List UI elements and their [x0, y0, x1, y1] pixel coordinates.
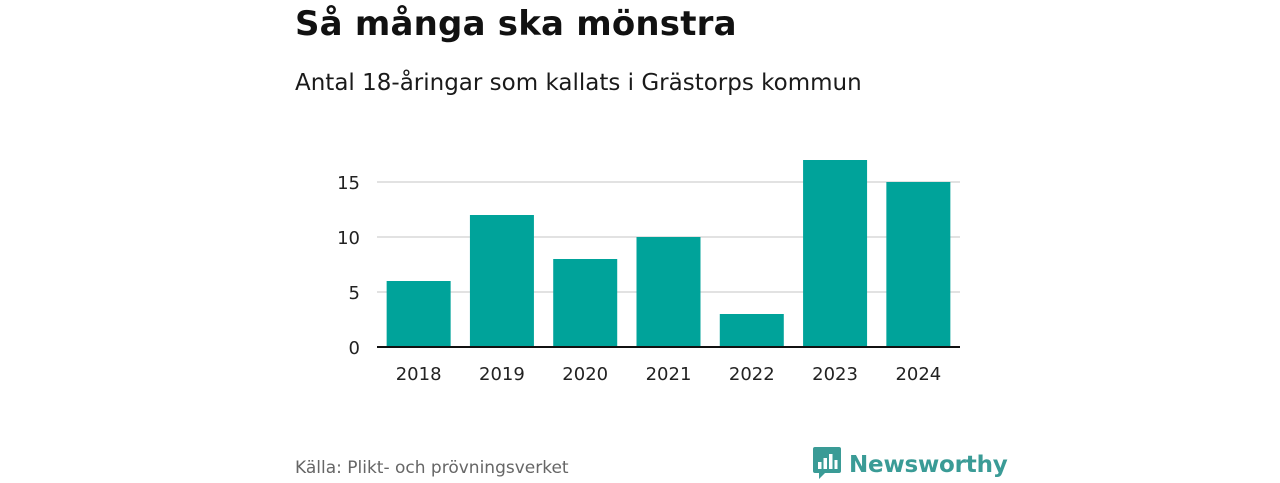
bar-2023: [803, 160, 868, 347]
bar-chart-speech-icon: [813, 447, 841, 483]
y-tick-label: 15: [337, 173, 360, 194]
bar-2019: [469, 215, 534, 347]
brand-name: Newsworthy: [849, 452, 1008, 478]
y-tick-label: 5: [349, 283, 360, 304]
bar-2024: [886, 182, 951, 347]
x-tick-label: 2022: [729, 364, 775, 385]
bar-2021: [636, 237, 701, 347]
source-note: Källa: Plikt- och prövningsverket: [295, 458, 569, 478]
x-tick-label: 2018: [396, 364, 442, 385]
axes: 0 5 10 15 2018 2019 2020 2021 2022 2023 2024: [337, 173, 960, 385]
y-tick-label: 0: [349, 338, 360, 359]
bars: [386, 160, 951, 347]
x-tick-label: 2019: [479, 364, 525, 385]
bar-2018: [386, 281, 451, 347]
bar-2022: [719, 314, 784, 347]
chart-subtitle: Antal 18-åringar som kallats i Grästorps…: [295, 70, 862, 96]
brand-logo: Newsworthy: [813, 447, 1008, 483]
y-tick-label: 10: [337, 228, 360, 249]
x-tick-label: 2020: [562, 364, 608, 385]
x-tick-label: 2021: [646, 364, 692, 385]
bar-2020: [553, 259, 618, 347]
x-tick-label: 2024: [895, 364, 941, 385]
x-tick-label: 2023: [812, 364, 858, 385]
chart-title: Så många ska mönstra: [295, 4, 737, 44]
